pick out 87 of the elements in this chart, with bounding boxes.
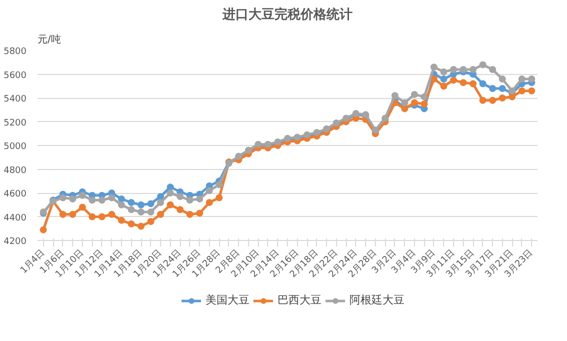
point: [489, 85, 496, 92]
legend-label: 美国大豆: [206, 292, 250, 308]
point: [460, 79, 467, 86]
point: [498, 85, 506, 92]
point: [196, 195, 204, 202]
point: [470, 80, 477, 88]
point: [69, 195, 76, 202]
legend-label: 阿根廷大豆: [350, 292, 404, 308]
point: [528, 76, 536, 82]
point: [479, 96, 486, 104]
point: [157, 193, 164, 200]
y-tick-label: 4600: [4, 190, 27, 200]
point: [176, 193, 184, 200]
point: [430, 76, 438, 82]
point: [498, 94, 506, 102]
point: [88, 196, 96, 204]
point: [128, 199, 135, 206]
point: [479, 80, 486, 88]
point: [59, 194, 66, 202]
y-tick-label: 5600: [4, 70, 27, 81]
point: [108, 194, 116, 202]
y-tick-label: 4800: [4, 166, 27, 176]
point: [401, 99, 408, 106]
chart-title: 进口大豆完税价格统计: [222, 6, 352, 22]
point: [176, 206, 184, 214]
point: [450, 76, 458, 84]
point: [128, 206, 135, 214]
point: [489, 66, 496, 73]
point: [206, 199, 213, 206]
point: [88, 213, 96, 220]
y-tick-label: 4200: [4, 237, 27, 247]
point: [391, 92, 398, 100]
y-tick-label: 5000: [4, 142, 27, 152]
point: [440, 68, 448, 76]
legend-label: 巴西大豆: [278, 292, 322, 308]
point: [69, 210, 76, 218]
point: [528, 87, 536, 94]
point: [470, 66, 477, 73]
point: [420, 100, 428, 108]
point: [489, 96, 496, 104]
point: [118, 195, 125, 202]
point: [440, 76, 448, 82]
point: [420, 93, 428, 100]
point: [450, 66, 458, 73]
point: [460, 66, 467, 73]
point: [78, 192, 86, 199]
point: [98, 196, 106, 204]
point: [108, 210, 116, 218]
point: [410, 90, 418, 98]
point: [206, 187, 213, 194]
point: [118, 216, 125, 224]
y-tick-label: 5400: [4, 94, 27, 104]
point: [138, 208, 145, 216]
y-tick-label: 5200: [4, 118, 27, 128]
point: [166, 184, 174, 191]
point: [59, 210, 66, 218]
point: [147, 218, 154, 225]
point: [186, 210, 194, 218]
point: [216, 181, 223, 188]
point: [186, 196, 194, 204]
point: [196, 210, 204, 217]
point: [479, 61, 486, 68]
point: [498, 76, 506, 82]
point: [147, 200, 154, 208]
point: [440, 82, 448, 90]
point: [518, 76, 526, 82]
y-tick-label: 5800: [4, 47, 27, 57]
point: [216, 194, 223, 202]
point: [40, 226, 47, 234]
point: [128, 220, 135, 228]
point: [78, 204, 86, 211]
point: [138, 201, 145, 208]
point: [508, 87, 516, 94]
point: [166, 201, 174, 208]
y-tick-label: 4400: [4, 213, 27, 224]
point: [138, 222, 145, 230]
point: [118, 201, 125, 208]
point: [410, 99, 418, 106]
point: [147, 208, 154, 216]
point: [430, 64, 438, 71]
point: [98, 213, 106, 220]
y-axis-title: 元/吨: [38, 34, 61, 46]
point: [518, 87, 526, 94]
point: [508, 93, 516, 100]
point: [166, 190, 174, 196]
point: [157, 210, 164, 218]
point: [157, 199, 164, 206]
